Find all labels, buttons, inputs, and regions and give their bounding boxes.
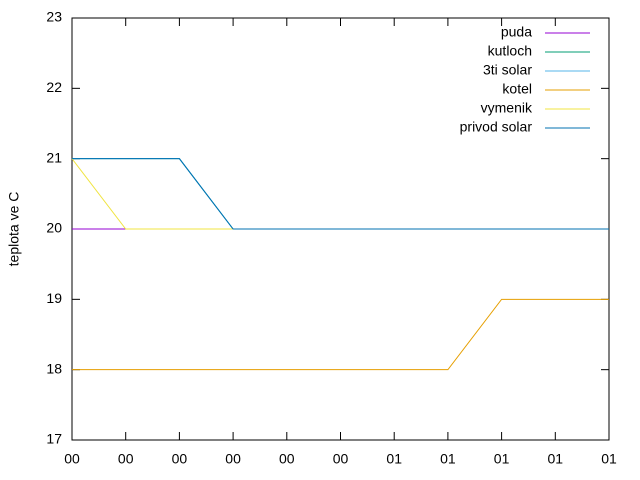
legend-label: vymenik (481, 100, 533, 116)
x-tick-label: 00 (118, 451, 134, 467)
y-tick-label: 23 (46, 9, 62, 25)
x-tick-label: 01 (548, 451, 564, 467)
y-tick-label: 21 (46, 149, 62, 165)
series-line (72, 158, 609, 230)
x-tick-label: 01 (601, 451, 617, 467)
legend-label: 3ti solar (483, 62, 532, 78)
legend-label: kutloch (488, 43, 532, 59)
x-tick-label: 01 (440, 451, 456, 467)
x-tick-label: 01 (494, 451, 510, 467)
legend-label: puda (501, 24, 532, 40)
x-tick-label: 00 (172, 451, 188, 467)
y-tick-label: 20 (46, 220, 62, 236)
y-tick-label: 22 (46, 79, 62, 95)
x-tick-label: 00 (225, 451, 241, 467)
x-tick-label: 01 (386, 451, 402, 467)
series-line (71, 158, 609, 230)
x-tick-label: 00 (64, 451, 80, 467)
x-tick-label: 00 (279, 451, 295, 467)
legend-label: kotel (502, 81, 532, 97)
series-line (72, 158, 609, 230)
legend-label: privod solar (460, 119, 533, 135)
y-tick-label: 17 (46, 431, 62, 447)
y-tick-label: 18 (46, 360, 62, 376)
x-tick-label: 00 (333, 451, 349, 467)
y-tick-label: 19 (46, 290, 62, 306)
series-line (72, 158, 609, 230)
y-axis-label: teplota ve C (6, 192, 22, 267)
series-line (72, 298, 609, 371)
